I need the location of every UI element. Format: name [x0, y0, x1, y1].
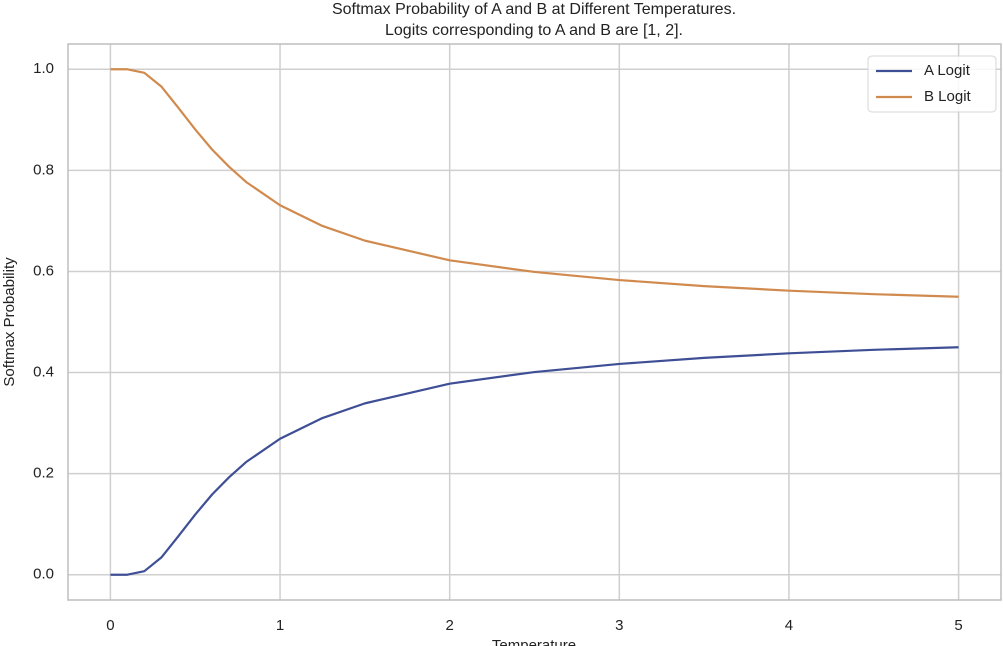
x-tick-label: 2	[446, 617, 454, 634]
x-tick-label: 5	[954, 617, 962, 634]
x-tick-label: 3	[615, 617, 623, 634]
y-axis-label: Softmax Probability	[1, 257, 18, 387]
plot-frame	[67, 43, 1002, 601]
x-tick-label: 1	[276, 617, 284, 634]
y-tick-label: 0.8	[33, 161, 54, 178]
chart-subtitle: Logits corresponding to A and B are [1, …	[385, 22, 683, 39]
legend-label: B Logit	[924, 88, 972, 105]
x-tick-label: 0	[106, 617, 114, 634]
chart-title: Softmax Probability of A and B at Differ…	[332, 1, 736, 18]
y-tick-label: 1.0	[33, 60, 54, 77]
y-tick-label: 0.2	[33, 465, 54, 482]
legend: A Logit B Logit	[867, 55, 997, 113]
y-tick-label: 0.6	[33, 262, 54, 279]
y-tick-label: 0.0	[33, 566, 54, 583]
series-line	[110, 346, 959, 576]
y-tick-label: 0.4	[33, 364, 54, 381]
x-tick-label: 4	[785, 617, 793, 634]
x-axis-label: Temperature	[492, 637, 576, 646]
series-line	[110, 68, 959, 298]
legend-label: A Logit	[924, 62, 971, 79]
